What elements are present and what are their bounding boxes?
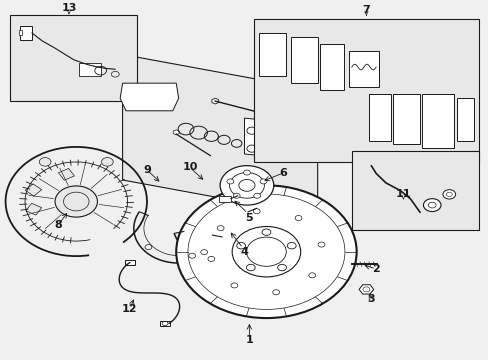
Bar — [368, 94, 390, 140]
Bar — [422, 94, 453, 148]
Polygon shape — [173, 130, 179, 135]
Bar — [10, 15, 137, 101]
Bar — [125, 260, 135, 265]
Circle shape — [230, 283, 237, 288]
Circle shape — [253, 193, 260, 198]
Circle shape — [277, 264, 286, 271]
Bar — [19, 31, 22, 35]
Text: 3: 3 — [366, 294, 374, 304]
Bar — [79, 63, 101, 76]
Circle shape — [246, 264, 255, 271]
Text: 5: 5 — [245, 213, 253, 222]
Circle shape — [139, 87, 160, 103]
Circle shape — [102, 158, 113, 166]
Bar — [290, 37, 317, 83]
FancyBboxPatch shape — [267, 140, 282, 152]
Text: 7: 7 — [362, 5, 369, 15]
Circle shape — [272, 290, 279, 295]
Circle shape — [226, 179, 233, 184]
FancyBboxPatch shape — [267, 126, 282, 137]
Bar — [58, 168, 74, 180]
Bar — [20, 26, 32, 40]
Circle shape — [236, 242, 245, 249]
Text: 1: 1 — [245, 334, 253, 345]
Polygon shape — [211, 98, 218, 104]
Text: 9: 9 — [143, 165, 151, 175]
Bar — [26, 203, 41, 215]
Bar — [160, 320, 169, 326]
Text: 6: 6 — [279, 168, 287, 178]
Bar — [25, 184, 41, 196]
Text: 13: 13 — [61, 3, 77, 13]
Bar — [348, 51, 378, 87]
Circle shape — [253, 209, 260, 214]
Text: 12: 12 — [122, 304, 138, 314]
Circle shape — [152, 89, 167, 100]
Circle shape — [287, 242, 296, 249]
Circle shape — [262, 229, 270, 235]
Circle shape — [294, 216, 301, 221]
Circle shape — [423, 199, 440, 212]
Text: 8: 8 — [54, 220, 62, 230]
Bar — [320, 44, 344, 90]
Circle shape — [217, 226, 224, 231]
Polygon shape — [122, 54, 317, 216]
Circle shape — [142, 89, 157, 100]
Circle shape — [131, 89, 146, 100]
Polygon shape — [120, 83, 178, 111]
Circle shape — [39, 158, 51, 166]
Circle shape — [55, 186, 97, 217]
Circle shape — [233, 193, 240, 198]
Bar — [456, 98, 473, 140]
Text: 10: 10 — [182, 162, 197, 172]
Bar — [351, 151, 478, 230]
Polygon shape — [244, 118, 283, 158]
Circle shape — [260, 179, 266, 184]
Circle shape — [128, 87, 149, 103]
Bar — [259, 33, 285, 76]
Bar — [254, 19, 478, 162]
Circle shape — [149, 87, 170, 103]
Circle shape — [176, 185, 356, 318]
Text: 11: 11 — [395, 189, 410, 199]
Bar — [392, 94, 419, 144]
Text: 4: 4 — [240, 247, 248, 257]
Circle shape — [207, 256, 214, 261]
Circle shape — [318, 242, 324, 247]
Circle shape — [442, 190, 455, 199]
Circle shape — [63, 192, 89, 211]
Circle shape — [220, 166, 273, 205]
Bar — [219, 196, 230, 202]
Circle shape — [308, 273, 315, 278]
Circle shape — [243, 170, 250, 175]
Text: 2: 2 — [371, 264, 379, 274]
